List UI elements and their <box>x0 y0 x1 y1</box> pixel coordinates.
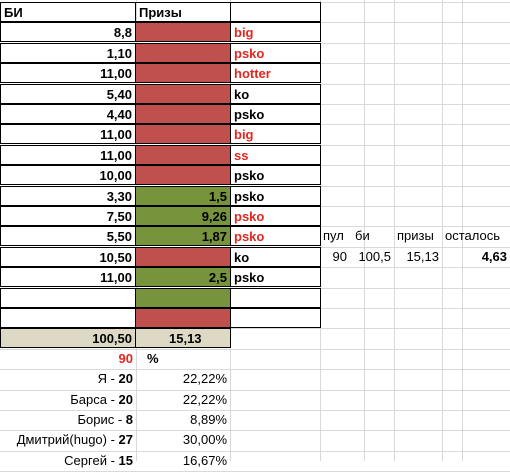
player-name[interactable]: Барса - 20 <box>0 390 136 410</box>
row-bi[interactable]: 10,00 <box>0 165 136 186</box>
row-bi[interactable]: 11,00 <box>0 124 136 145</box>
gridline-vertical <box>442 0 443 461</box>
gridline-horizontal <box>0 390 510 391</box>
percent-label[interactable]: % <box>147 351 159 366</box>
total-bi[interactable]: 100,50 <box>0 328 136 349</box>
row-prize[interactable] <box>135 124 231 145</box>
row-tag[interactable]: psko <box>230 226 321 247</box>
player-amount: 8 <box>125 412 133 427</box>
player-amount: 27 <box>118 432 133 447</box>
summary-pool-value[interactable]: 90 <box>332 249 347 264</box>
row-bi[interactable] <box>0 308 136 329</box>
summary-pool-header[interactable]: пул <box>323 228 344 243</box>
row-bi[interactable] <box>0 288 136 309</box>
gridline-vertical <box>462 0 463 461</box>
gridline-horizontal <box>0 451 510 452</box>
player-amount: 20 <box>118 371 133 386</box>
row-bi[interactable]: 4,40 <box>0 104 136 125</box>
row-prize[interactable] <box>135 308 231 329</box>
player-amount: 20 <box>118 392 133 407</box>
gridline-horizontal <box>0 430 510 431</box>
pool-value[interactable]: 90 <box>118 351 133 366</box>
row-prize[interactable] <box>135 84 231 105</box>
row-prize[interactable] <box>135 43 231 64</box>
row-prize[interactable] <box>135 288 231 309</box>
gridline-horizontal <box>0 410 510 411</box>
player-percent[interactable]: 8,89% <box>190 412 227 427</box>
header-bi[interactable]: БИ <box>0 2 136 23</box>
summary-prizes-value[interactable]: 15,13 <box>406 249 439 264</box>
summary-remaining-header[interactable]: осталось <box>445 228 501 243</box>
row-tag[interactable]: psko <box>230 186 321 207</box>
summary-bi-value[interactable]: 100,5 <box>358 249 391 264</box>
row-tag[interactable]: big <box>230 22 321 43</box>
gridline-horizontal <box>0 328 510 329</box>
player-label: Барса - <box>70 392 119 407</box>
row-bi[interactable]: 11,00 <box>0 145 136 166</box>
player-percent[interactable]: 30,00% <box>182 432 227 447</box>
row-tag[interactable]: psko <box>230 43 321 64</box>
gridline-horizontal <box>0 349 510 350</box>
row-prize[interactable] <box>135 22 231 43</box>
player-label: Я - <box>97 371 119 386</box>
row-bi[interactable]: 5,40 <box>0 84 136 105</box>
row-tag[interactable]: ss <box>230 145 321 166</box>
row-tag[interactable] <box>230 308 321 329</box>
row-prize[interactable] <box>135 247 231 268</box>
row-bi[interactable]: 3,30 <box>0 186 136 207</box>
player-name[interactable]: Дмитрий(hugo) - 27 <box>0 430 136 450</box>
summary-bi-header[interactable]: би <box>355 228 370 243</box>
row-prize[interactable] <box>135 104 231 125</box>
row-prize[interactable] <box>135 63 231 84</box>
row-prize[interactable] <box>135 165 231 186</box>
row-bi[interactable]: 11,00 <box>0 267 136 288</box>
row-bi[interactable]: 8,8 <box>0 22 136 43</box>
header-tag-empty[interactable] <box>230 2 321 23</box>
player-name[interactable]: Сергей - 15 <box>0 451 136 471</box>
row-bi[interactable]: 1,10 <box>0 43 136 64</box>
summary-remaining-value[interactable]: 4,63 <box>481 249 507 264</box>
gridline-horizontal <box>0 369 510 370</box>
gridline-vertical <box>394 0 395 461</box>
row-prize[interactable]: 9,26 <box>135 206 231 227</box>
row-tag[interactable]: ko <box>230 84 321 105</box>
row-bi[interactable]: 5,50 <box>0 226 136 247</box>
row-tag[interactable]: psko <box>230 104 321 125</box>
total-prizes[interactable]: 15,13 <box>135 328 231 349</box>
player-percent[interactable]: 22,22% <box>182 392 227 407</box>
row-tag[interactable]: ko <box>230 247 321 268</box>
row-bi[interactable]: 11,00 <box>0 63 136 84</box>
row-tag[interactable]: big <box>230 124 321 145</box>
player-percent[interactable]: 22,22% <box>182 371 227 386</box>
player-percent[interactable]: 16,67% <box>182 453 227 468</box>
row-tag[interactable]: hotter <box>230 63 321 84</box>
row-bi[interactable]: 10,50 <box>0 247 136 268</box>
row-prize[interactable]: 2,5 <box>135 267 231 288</box>
player-label: Дмитрий(hugo) - <box>16 432 119 447</box>
gridline-vertical <box>364 0 365 461</box>
row-tag[interactable]: psko <box>230 206 321 227</box>
header-prizes[interactable]: Призы <box>135 2 231 23</box>
row-tag[interactable]: psko <box>230 165 321 186</box>
row-prize[interactable] <box>135 145 231 166</box>
player-label: Борис - <box>77 412 126 427</box>
row-tag[interactable]: psko <box>230 267 321 288</box>
row-prize[interactable]: 1,5 <box>135 186 231 207</box>
player-name[interactable]: Я - 20 <box>0 369 136 389</box>
row-bi[interactable]: 7,50 <box>0 206 136 227</box>
row-tag[interactable] <box>230 288 321 309</box>
summary-prizes-header[interactable]: призы <box>397 228 434 243</box>
row-prize[interactable]: 1,87 <box>135 226 231 247</box>
player-name[interactable]: Борис - 8 <box>0 410 136 430</box>
